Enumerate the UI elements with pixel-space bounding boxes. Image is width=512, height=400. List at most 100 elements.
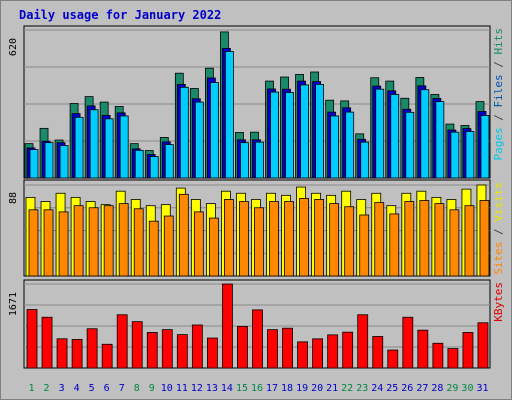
- series-label-part: Pages: [492, 127, 505, 160]
- bar-pages-day-29: [450, 131, 460, 179]
- bar-sites-day-28: [434, 203, 445, 277]
- x-tick-label-day-13: 13: [206, 383, 218, 394]
- bar-kbytes-day-20: [312, 338, 324, 369]
- bar-kbytes-day-24: [372, 336, 384, 369]
- bar-sites-day-27: [419, 200, 430, 277]
- bar-kbytes-day-6: [101, 343, 113, 369]
- bar-sites-day-2: [43, 209, 54, 277]
- series-label-part: Hits: [492, 28, 505, 55]
- x-tick-label-day-12: 12: [191, 383, 203, 394]
- bar-sites-day-10: [163, 215, 174, 277]
- x-tick-label-day-18: 18: [281, 383, 293, 394]
- x-tick-label-day-14: 14: [221, 383, 233, 394]
- bar-pages-day-14: [225, 51, 234, 179]
- bar-kbytes-day-25: [387, 349, 399, 369]
- bar-sites-day-19: [299, 198, 309, 277]
- x-tick-label-day-6: 6: [104, 383, 110, 394]
- bar-sites-day-1: [28, 209, 39, 277]
- bar-sites-day-9: [148, 220, 159, 277]
- bar-sites-day-24: [374, 202, 385, 277]
- bar-pages-day-28: [435, 101, 445, 179]
- x-tick-label-day-19: 19: [296, 383, 308, 394]
- bar-kbytes-day-4: [71, 339, 83, 369]
- bar-sites-day-30: [464, 205, 475, 277]
- bar-pages-day-17: [270, 91, 279, 179]
- bar-kbytes-day-18: [282, 327, 293, 369]
- x-tick-label-day-27: 27: [416, 383, 428, 394]
- x-tick-label-day-15: 15: [236, 383, 248, 394]
- bar-pages-day-6: [104, 118, 114, 179]
- bar-pages-day-18: [285, 92, 294, 179]
- bar-kbytes-day-2: [41, 316, 53, 369]
- bar-pages-day-31: [480, 115, 490, 179]
- bar-pages-day-15: [240, 142, 249, 179]
- bar-kbytes-day-28: [432, 342, 444, 369]
- bar-kbytes-day-8: [131, 321, 143, 369]
- x-tick-label-day-26: 26: [401, 383, 413, 394]
- bar-sites-day-17: [269, 201, 279, 277]
- x-tick-label-day-8: 8: [134, 383, 140, 394]
- x-tick-label-day-20: 20: [311, 383, 323, 394]
- x-tick-label-day-4: 4: [74, 383, 80, 394]
- bar-sites-day-20: [314, 199, 325, 277]
- bar-pages-day-20: [315, 84, 325, 179]
- series-label-part: Sites: [492, 242, 505, 275]
- bar-kbytes-day-1: [26, 309, 38, 369]
- panel-mid-series-label: Sites / Visits: [492, 182, 505, 275]
- bar-pages-day-30: [465, 131, 475, 179]
- bar-kbytes-day-11: [176, 334, 188, 369]
- bar-sites-day-21: [329, 203, 340, 277]
- x-tick-label-day-25: 25: [386, 383, 398, 394]
- bar-kbytes-day-15: [237, 326, 248, 369]
- bar-sites-day-12: [193, 211, 204, 277]
- bar-pages-day-22: [345, 111, 355, 179]
- bar-pages-day-24: [375, 88, 385, 179]
- x-tick-label-day-28: 28: [431, 383, 443, 394]
- bar-kbytes-day-27: [417, 329, 429, 369]
- x-tick-label-day-29: 29: [446, 383, 458, 394]
- bar-kbytes-day-3: [56, 338, 68, 369]
- bar-sites-day-11: [178, 193, 189, 277]
- bar-sites-day-14: [224, 199, 234, 277]
- bar-pages-day-25: [390, 94, 400, 179]
- bar-sites-day-15: [239, 201, 249, 277]
- panel-top-series-label: Pages / Files / Hits: [492, 28, 505, 161]
- bar-kbytes-day-7: [116, 314, 128, 369]
- x-tick-label-day-24: 24: [371, 383, 383, 394]
- bar-kbytes-day-17: [267, 329, 278, 369]
- x-tick-label-day-1: 1: [29, 383, 35, 394]
- x-tick-label-day-11: 11: [176, 383, 188, 394]
- bar-sites-day-31: [479, 200, 490, 277]
- bar-kbytes-day-14: [222, 283, 233, 369]
- bar-pages-day-4: [74, 116, 84, 179]
- bar-sites-day-13: [208, 217, 219, 277]
- bar-kbytes-day-26: [402, 316, 414, 369]
- bar-pages-day-13: [209, 82, 219, 179]
- bar-pages-day-11: [179, 86, 189, 179]
- bar-pages-day-2: [44, 142, 54, 179]
- x-tick-label-day-22: 22: [341, 383, 353, 394]
- bar-sites-day-6: [103, 205, 114, 277]
- x-tick-label-day-2: 2: [44, 383, 50, 394]
- x-tick-label-day-3: 3: [59, 383, 65, 394]
- x-tick-label-day-7: 7: [119, 383, 125, 394]
- bar-pages-day-9: [149, 156, 159, 179]
- bar-kbytes-day-19: [297, 341, 308, 369]
- bar-kbytes-day-21: [327, 334, 339, 369]
- chart-title: Daily usage for January 2022: [19, 8, 222, 22]
- bar-pages-day-10: [164, 144, 174, 179]
- bar-kbytes-day-10: [161, 329, 173, 369]
- bar-pages-day-16: [255, 141, 264, 179]
- bar-sites-day-8: [133, 208, 144, 277]
- x-tick-label-day-17: 17: [266, 383, 278, 394]
- bar-sites-day-26: [404, 201, 415, 277]
- bar-sites-day-23: [359, 214, 370, 277]
- bar-sites-day-4: [73, 205, 84, 277]
- bar-sites-day-22: [344, 206, 355, 277]
- series-label-part: /: [492, 55, 505, 75]
- bar-pages-day-26: [405, 111, 415, 179]
- bar-pages-day-5: [89, 109, 99, 179]
- bar-pages-day-7: [119, 115, 129, 179]
- x-tick-label-day-5: 5: [89, 383, 95, 394]
